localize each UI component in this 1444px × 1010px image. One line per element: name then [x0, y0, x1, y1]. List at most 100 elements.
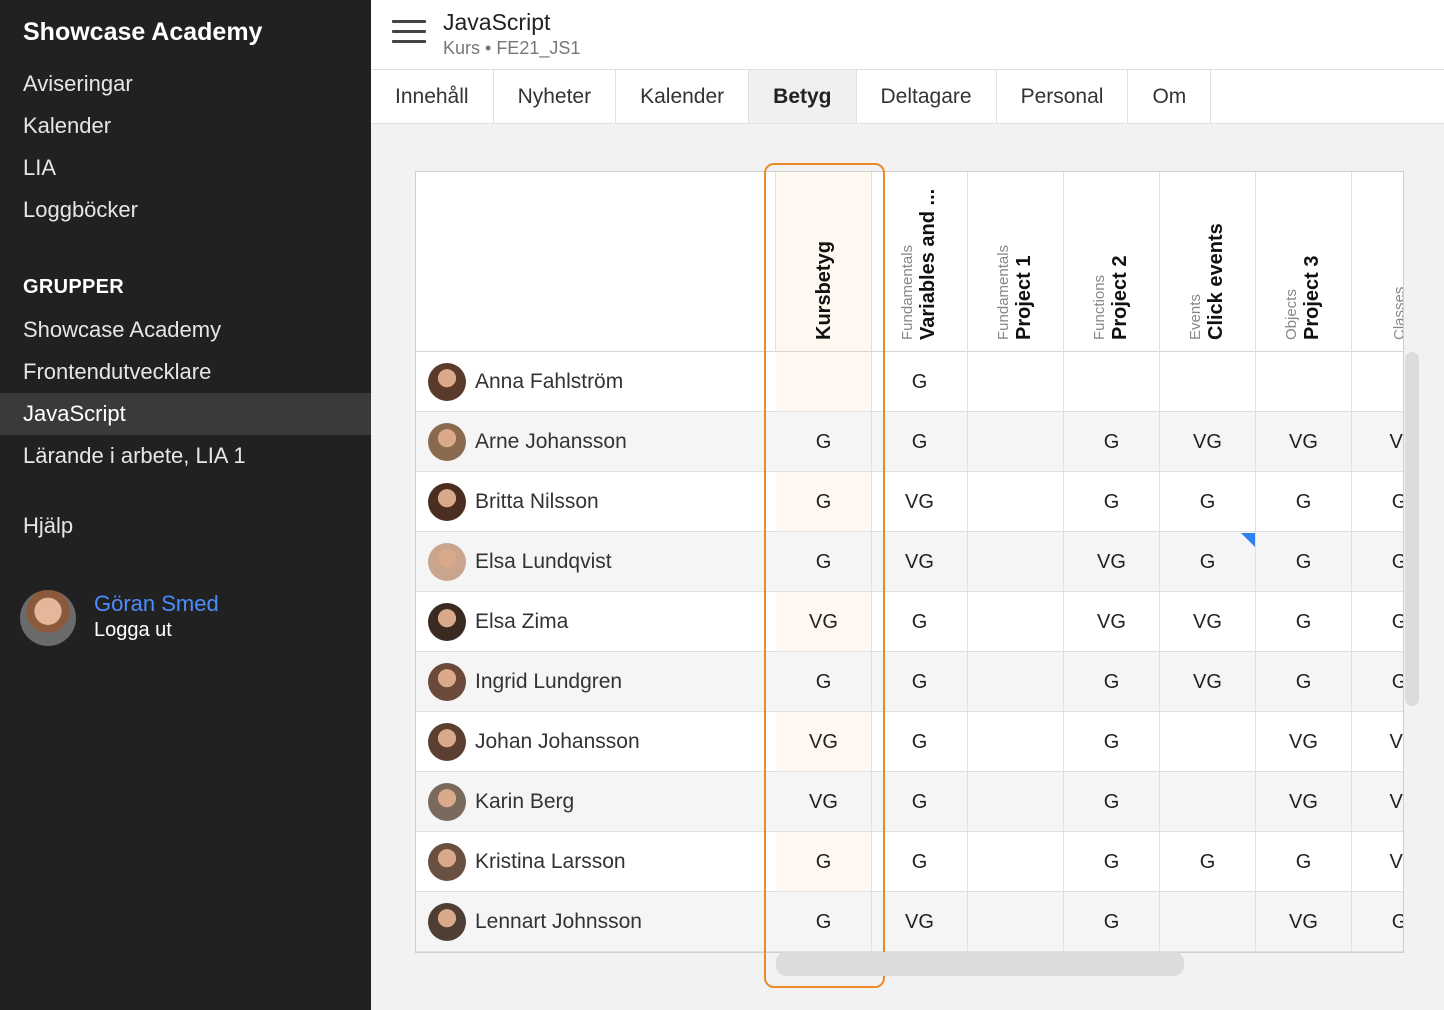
avatar[interactable]: [428, 663, 466, 701]
sidebar-group-javascript[interactable]: JavaScript: [0, 393, 371, 435]
tab-personal[interactable]: Personal: [997, 70, 1129, 123]
tab-betyg[interactable]: Betyg: [749, 70, 857, 123]
tab-nyheter[interactable]: Nyheter: [494, 70, 617, 123]
tab-innehall[interactable]: Innehåll: [371, 70, 494, 123]
grade-cell[interactable]: VG: [1160, 652, 1256, 712]
grade-cell[interactable]: [968, 832, 1064, 892]
grade-cell[interactable]: [968, 892, 1064, 952]
grade-cell[interactable]: G: [1256, 532, 1352, 592]
grade-cell[interactable]: G: [776, 412, 872, 472]
grade-cell[interactable]: V(: [1352, 832, 1404, 892]
student-name[interactable]: Lennart Johnsson: [475, 910, 642, 933]
grade-cell[interactable]: G: [776, 892, 872, 952]
grade-cell[interactable]: [1160, 712, 1256, 772]
student-name[interactable]: Anna Fahlström: [475, 370, 624, 393]
grade-cell[interactable]: [968, 592, 1064, 652]
grade-cell[interactable]: G: [776, 472, 872, 532]
avatar[interactable]: [428, 483, 466, 521]
grade-cell[interactable]: VG: [1256, 412, 1352, 472]
grade-cell[interactable]: [968, 472, 1064, 532]
grade-cell[interactable]: VG: [776, 712, 872, 772]
column-header-2[interactable]: Fundamentals Project 1: [968, 172, 1064, 352]
sidebar-item-aviseringar[interactable]: Aviseringar: [23, 71, 133, 96]
grade-cell[interactable]: VG: [1064, 532, 1160, 592]
grade-cell[interactable]: [968, 532, 1064, 592]
grade-cell[interactable]: [776, 352, 872, 412]
logout-link[interactable]: Logga ut: [94, 619, 172, 641]
grade-cell[interactable]: G: [776, 832, 872, 892]
grade-cell[interactable]: [1352, 352, 1403, 412]
grade-cell[interactable]: G: [1160, 472, 1256, 532]
avatar[interactable]: [428, 903, 466, 941]
grade-cell[interactable]: G: [1064, 472, 1160, 532]
sidebar-item-kalender[interactable]: Kalender: [23, 113, 112, 138]
grade-cell[interactable]: VG: [872, 892, 968, 952]
student-name[interactable]: Johan Johansson: [475, 730, 640, 753]
grade-cell[interactable]: G: [1064, 772, 1160, 832]
student-name[interactable]: Britta Nilsson: [475, 490, 599, 513]
sidebar-item-loggbocker[interactable]: Loggböcker: [23, 197, 138, 222]
grade-cell[interactable]: G: [1352, 532, 1403, 592]
grade-cell[interactable]: VG: [1256, 712, 1352, 772]
grade-cell[interactable]: VG: [1256, 772, 1352, 832]
grade-cell[interactable]: VG: [1256, 892, 1352, 952]
avatar[interactable]: [428, 723, 466, 761]
grade-cell[interactable]: VG: [872, 532, 968, 592]
grade-cell[interactable]: G: [1256, 592, 1352, 652]
grade-cell[interactable]: G: [872, 412, 968, 472]
avatar[interactable]: [428, 603, 466, 641]
student-name[interactable]: Kristina Larsson: [475, 850, 626, 873]
student-name[interactable]: Karin Berg: [475, 790, 575, 813]
column-header-4[interactable]: Events Click events: [1160, 172, 1256, 352]
grade-cell[interactable]: [1064, 352, 1160, 412]
grade-cell[interactable]: G: [1064, 652, 1160, 712]
grade-cell[interactable]: [968, 712, 1064, 772]
sidebar-group-frontendutvecklare[interactable]: Frontendutvecklare: [23, 359, 212, 384]
grade-cell[interactable]: G: [776, 652, 872, 712]
grade-cell[interactable]: G: [1256, 832, 1352, 892]
grade-cell[interactable]: G: [1352, 472, 1403, 532]
grade-cell[interactable]: [1160, 772, 1256, 832]
grade-cell[interactable]: G: [1256, 472, 1352, 532]
grade-cell[interactable]: G: [1064, 712, 1160, 772]
avatar[interactable]: [428, 363, 466, 401]
grade-cell[interactable]: G: [872, 832, 968, 892]
student-name[interactable]: Arne Johansson: [475, 430, 627, 453]
column-header-0[interactable]: Kursbetyg: [776, 172, 872, 352]
grade-cell[interactable]: G: [776, 532, 872, 592]
grade-cell[interactable]: V(: [1352, 772, 1404, 832]
grade-cell[interactable]: [1160, 892, 1256, 952]
grade-cell[interactable]: VG: [1064, 592, 1160, 652]
column-header-3[interactable]: Functions Project 2: [1064, 172, 1160, 352]
tab-kalender[interactable]: Kalender: [616, 70, 750, 123]
grade-cell[interactable]: VG: [776, 592, 872, 652]
student-name[interactable]: Ingrid Lundgren: [475, 670, 623, 693]
grade-cell[interactable]: V(: [1352, 412, 1404, 472]
tab-deltagare[interactable]: Deltagare: [857, 70, 997, 123]
grade-cell[interactable]: G: [1352, 652, 1403, 712]
grade-cell[interactable]: [968, 352, 1064, 412]
horizontal-scrollbar[interactable]: [776, 952, 1184, 976]
grade-cell[interactable]: VG: [872, 472, 968, 532]
grade-cell[interactable]: [968, 412, 1064, 472]
sidebar-group-larande-i-arbete[interactable]: Lärande i arbete, LIA 1: [23, 443, 246, 468]
column-header-6[interactable]: Classes: [1352, 172, 1403, 352]
grade-cell[interactable]: G: [1160, 532, 1256, 592]
grade-cell[interactable]: G: [1064, 832, 1160, 892]
grade-cell[interactable]: VG: [1160, 592, 1256, 652]
avatar[interactable]: [428, 543, 466, 581]
grade-cell[interactable]: [968, 772, 1064, 832]
vertical-scrollbar[interactable]: [1405, 352, 1419, 706]
grade-cell[interactable]: [968, 652, 1064, 712]
grade-cell[interactable]: [1160, 352, 1256, 412]
student-name[interactable]: Elsa Lundqvist: [475, 550, 612, 573]
avatar[interactable]: [428, 423, 466, 461]
sidebar-item-lia[interactable]: LIA: [23, 155, 57, 180]
avatar[interactable]: [428, 843, 466, 881]
grade-cell[interactable]: V(: [1352, 712, 1404, 772]
hamburger-menu-icon[interactable]: [392, 20, 426, 44]
student-name[interactable]: Elsa Zima: [475, 610, 569, 633]
grade-cell[interactable]: G: [1064, 892, 1160, 952]
grade-cell[interactable]: VG: [776, 772, 872, 832]
grade-cell[interactable]: G: [872, 652, 968, 712]
